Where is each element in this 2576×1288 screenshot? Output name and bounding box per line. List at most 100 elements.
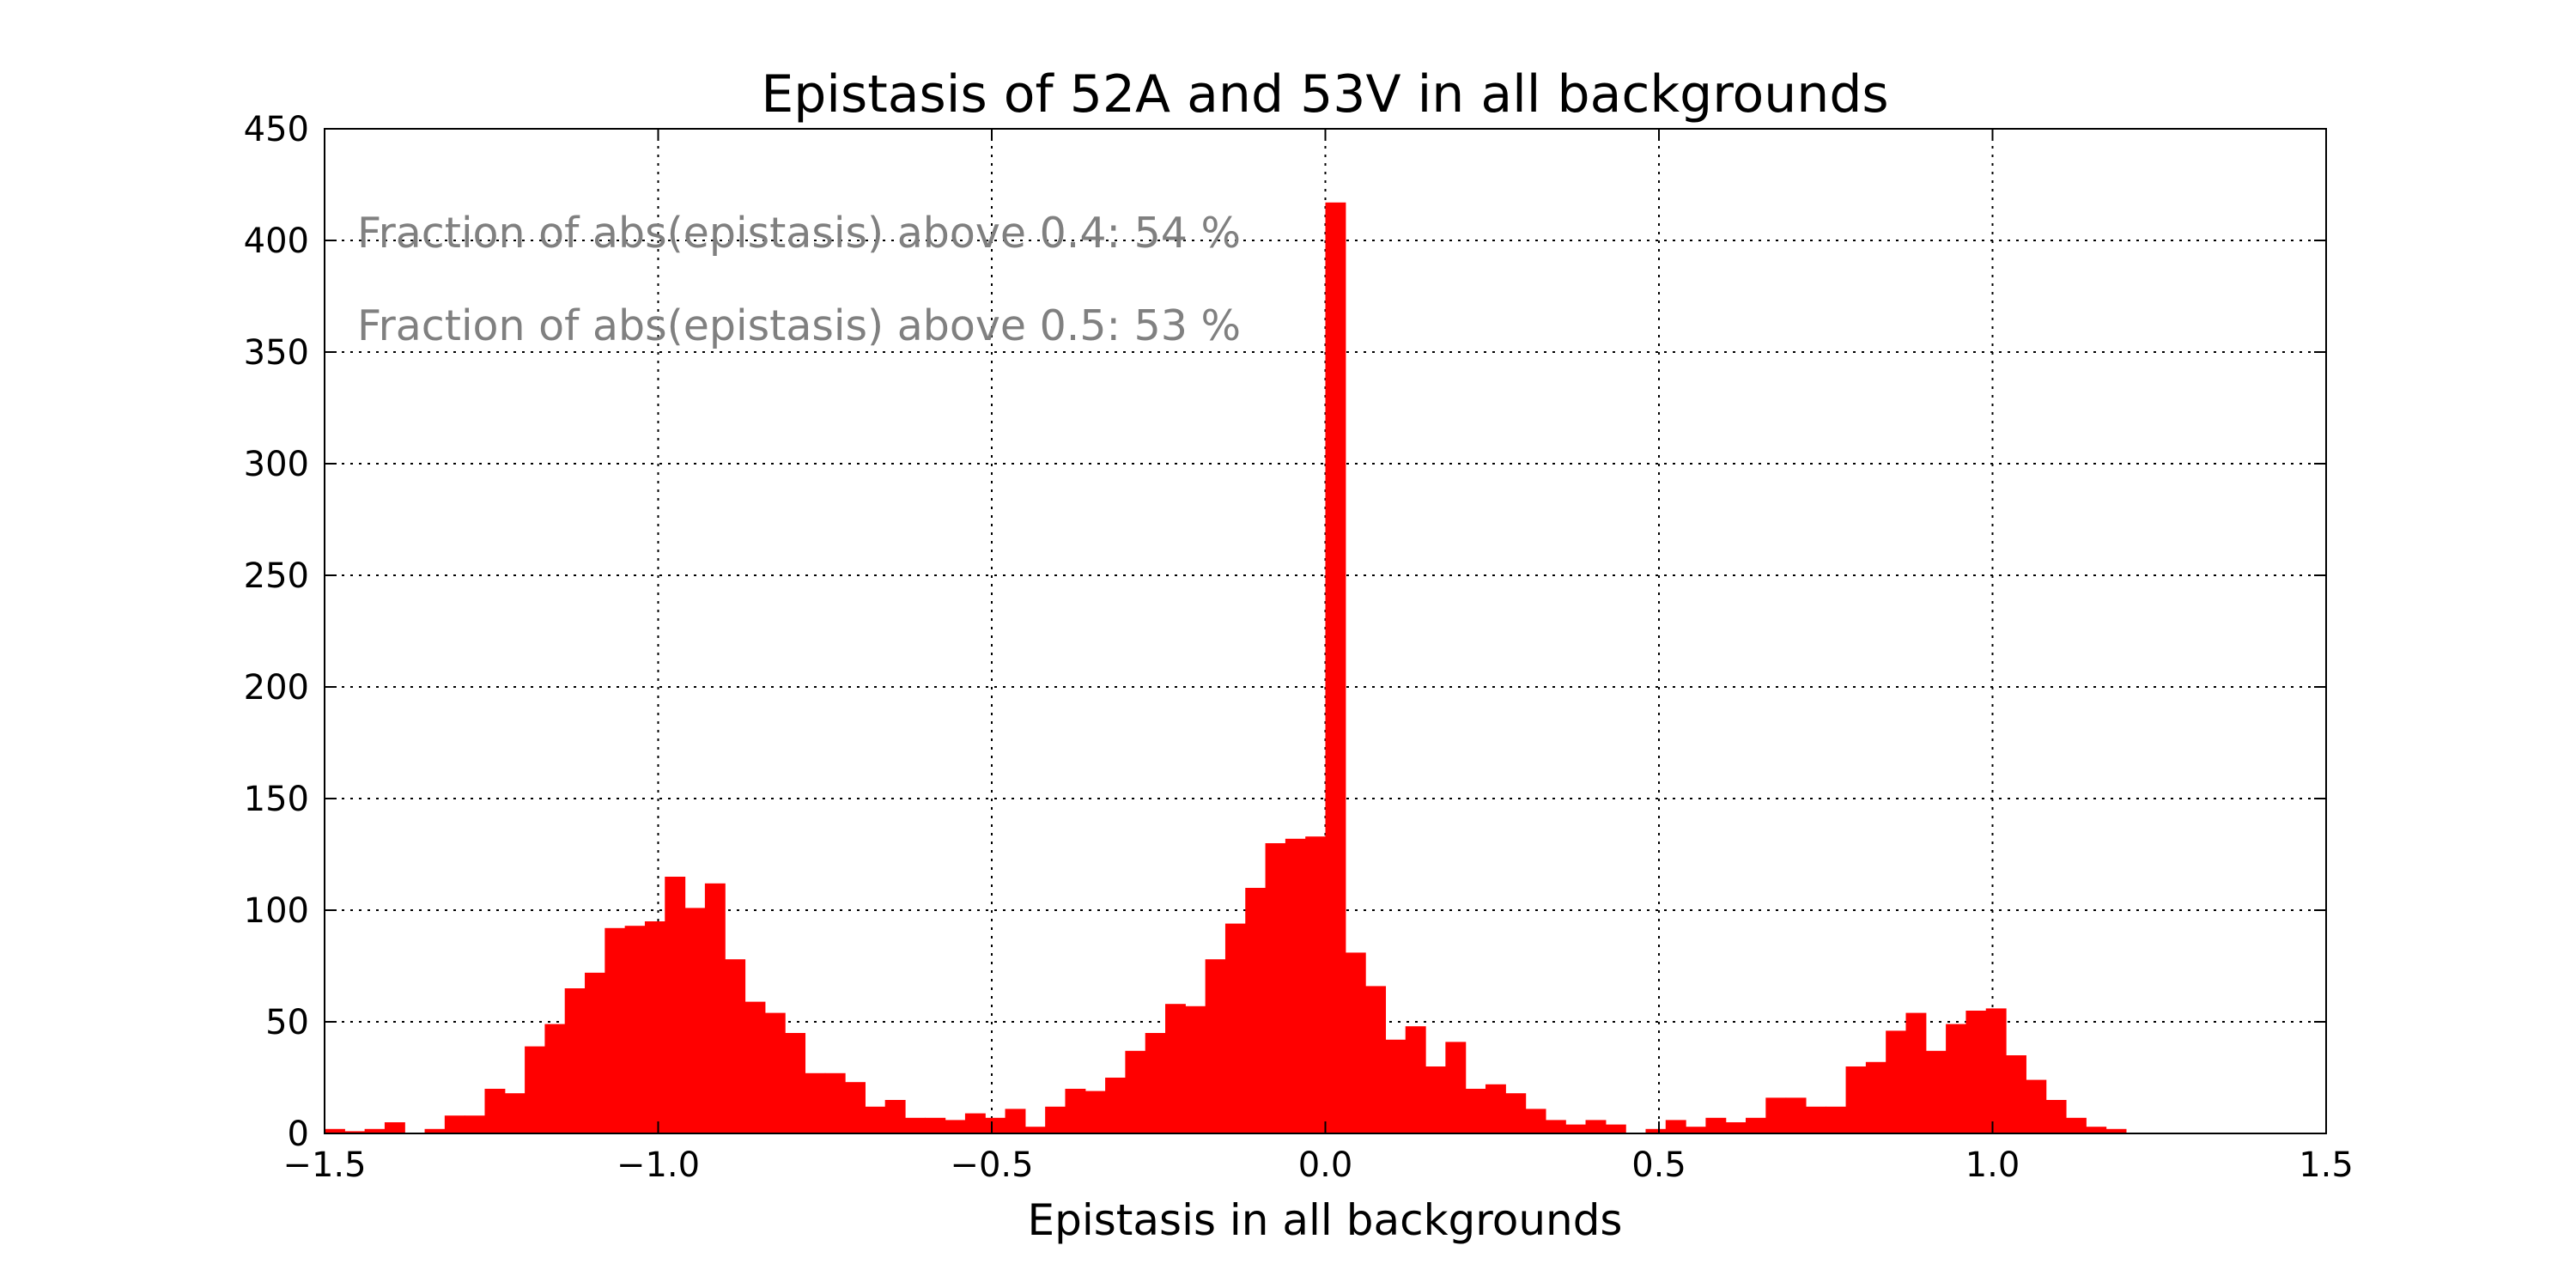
y-tick-label: 100 <box>244 891 309 931</box>
histogram-bar <box>1084 1091 1106 1133</box>
histogram-bar <box>1224 923 1246 1133</box>
histogram-bar <box>424 1128 446 1133</box>
histogram-bar <box>1826 1106 1847 1133</box>
histogram-bar <box>1585 1120 1607 1133</box>
histogram-bar <box>1785 1097 1807 1133</box>
histogram-bar <box>1605 1124 1626 1133</box>
histogram-bar <box>1705 1117 1727 1133</box>
chart-title: Epistasis of 52A and 53V in all backgrou… <box>761 64 1888 125</box>
histogram-bar <box>644 921 665 1133</box>
histogram-bar <box>1205 959 1226 1133</box>
histogram-bar <box>1965 1011 1987 1133</box>
histogram-bar <box>364 1128 386 1133</box>
y-tick-label: 0 <box>288 1115 309 1154</box>
histogram-bar <box>845 1082 866 1133</box>
histogram-bar <box>465 1115 486 1133</box>
x-tick-label: 0.5 <box>1631 1145 1686 1185</box>
histogram-bar <box>1165 1004 1186 1133</box>
histogram-bar <box>444 1115 465 1133</box>
y-tick-label: 300 <box>244 445 309 484</box>
histogram-bar <box>384 1122 405 1133</box>
histogram-bar <box>1746 1117 1766 1133</box>
x-tick-label: 1.5 <box>2299 1145 2354 1185</box>
histogram-bar <box>945 1120 966 1133</box>
histogram-bar <box>1405 1026 1426 1133</box>
y-tick-label: 50 <box>265 1003 309 1042</box>
histogram-bar <box>725 959 746 1133</box>
histogram-bar <box>1305 836 1327 1133</box>
histogram-bar <box>704 883 726 1133</box>
histogram-bar <box>925 1117 946 1133</box>
histogram-bar <box>865 1106 886 1133</box>
histogram-bar <box>985 1117 1006 1133</box>
histogram-bar <box>1686 1127 1706 1133</box>
axis-ticks: −1.5 −1.0 −0.5 0.0 0.5 1.0 1.5 0 50 100 150 200 250 3… <box>244 110 2354 1185</box>
histogram-bar <box>665 877 686 1133</box>
histogram-bars <box>325 202 2127 1133</box>
histogram-bar <box>1765 1097 1787 1133</box>
histogram-bar <box>2026 1079 2047 1133</box>
histogram-bar <box>1024 1127 1046 1133</box>
histogram-bar <box>1445 1042 1467 1133</box>
histogram-bar <box>1285 838 1306 1133</box>
histogram-bar <box>504 1093 526 1133</box>
histogram-bar <box>2105 1128 2127 1133</box>
histogram-bar <box>1565 1124 1587 1133</box>
histogram-bar <box>1185 1005 1206 1133</box>
histogram-bar <box>325 1128 345 1133</box>
histogram-bar <box>605 927 626 1133</box>
histogram-bar <box>1865 1061 1886 1133</box>
histogram-bar <box>805 1072 826 1133</box>
histogram-bar <box>344 1131 366 1133</box>
histogram-bar <box>1925 1050 1947 1133</box>
x-tick-label: 1.0 <box>1965 1145 2020 1185</box>
histogram-bar <box>1485 1084 1506 1133</box>
histogram-bar <box>1345 952 1366 1133</box>
histogram-bar <box>1245 888 1267 1133</box>
histogram-bar <box>1365 986 1387 1133</box>
histogram-bar <box>764 1012 786 1133</box>
histogram-bar <box>1105 1078 1126 1133</box>
histogram-bar <box>1145 1033 1166 1133</box>
y-tick-label: 400 <box>244 222 309 261</box>
histogram-bar <box>484 1089 506 1133</box>
histogram-bar <box>2065 1117 2087 1133</box>
histogram-bar <box>525 1046 546 1133</box>
histogram-bar <box>1265 843 1286 1133</box>
annotation-fraction-0-4: Fraction of abs(epistasis) above 0.4: 54… <box>357 209 1241 258</box>
histogram-bar <box>2006 1055 2026 1133</box>
histogram-bar <box>1125 1050 1146 1133</box>
histogram-bar <box>544 1024 566 1133</box>
histogram-bar <box>1725 1122 1747 1133</box>
histogram-bar <box>1465 1089 1486 1133</box>
histogram-bar <box>785 1033 806 1133</box>
histogram-bar <box>1985 1008 2007 1133</box>
x-tick-label: −1.0 <box>617 1145 700 1185</box>
x-axis-label: Epistasis in all backgrounds <box>1028 1195 1623 1245</box>
histogram-bar <box>964 1113 986 1133</box>
histogram-bar <box>1665 1120 1686 1133</box>
histogram-bar <box>1385 1039 1406 1133</box>
histogram-bar <box>1425 1066 1446 1133</box>
histogram-bar <box>1525 1109 1546 1133</box>
histogram-bar <box>1005 1109 1026 1133</box>
histogram-bar <box>1325 202 1346 1133</box>
histogram-bar <box>585 972 605 1133</box>
y-tick-label: 350 <box>244 333 309 373</box>
y-tick-label: 150 <box>244 780 309 819</box>
y-tick-label: 200 <box>244 668 309 708</box>
x-tick-label: 0.0 <box>1298 1145 1353 1185</box>
histogram-bar <box>1805 1106 1826 1133</box>
histogram-bar <box>624 926 646 1133</box>
histogram-bar <box>1946 1024 1967 1133</box>
histogram-bar <box>1645 1128 1667 1133</box>
histogram-bar <box>684 908 706 1133</box>
histogram-bar <box>1505 1093 1527 1133</box>
y-tick-label: 250 <box>244 556 309 596</box>
histogram-bar <box>2045 1100 2067 1133</box>
histogram-bar <box>564 988 586 1133</box>
histogram-bar <box>1886 1030 1907 1133</box>
histogram-bar <box>1905 1012 1927 1133</box>
histogram-bar <box>824 1072 846 1133</box>
